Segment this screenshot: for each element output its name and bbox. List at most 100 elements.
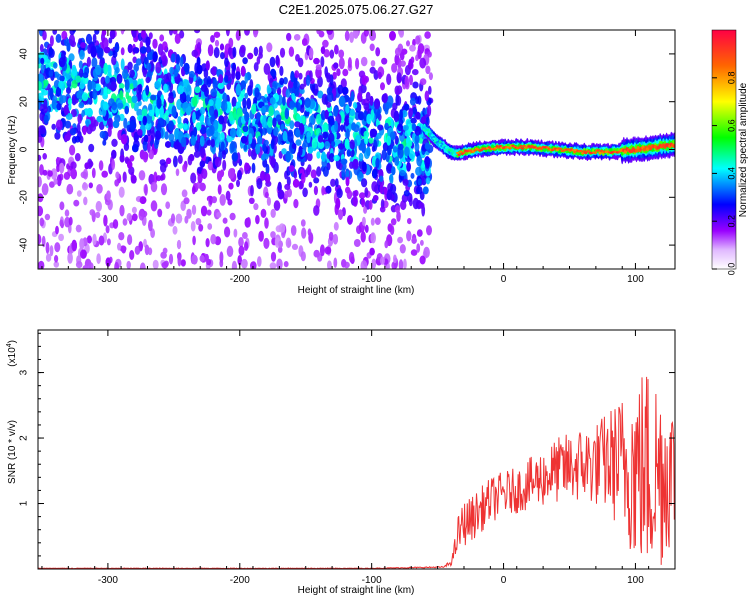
spectrogram-cell (206, 209, 212, 216)
spectrogram-cell (122, 68, 129, 80)
spectrogram-cell (166, 157, 172, 164)
spectrogram-cell (165, 201, 171, 209)
spectrogram-cell (75, 75, 81, 83)
spectrogram-cell (224, 74, 229, 83)
spectrogram-cell (308, 47, 314, 59)
spectrogram-cell (126, 213, 132, 222)
spectrogram-cell (409, 44, 416, 52)
spectrogram-cell (363, 130, 370, 139)
spectrogram-cell (352, 102, 358, 109)
spectrogram-cell (292, 178, 300, 188)
spectrogram-cell (148, 219, 153, 232)
spectrogram-cell (414, 134, 420, 144)
spectrogram-cell (196, 56, 201, 66)
spectrogram-cell (124, 105, 129, 115)
spectrogram-cell (293, 198, 299, 209)
spectrogram-cell (49, 245, 54, 257)
x-tick-label: -300 (98, 575, 118, 586)
spectrogram-cell (345, 128, 350, 139)
spectrogram-cell (49, 181, 55, 188)
spectrogram-cell (386, 135, 392, 146)
spectrogram-cell (159, 105, 164, 118)
spectrogram-cell (208, 99, 214, 107)
spectrogram-cell (322, 166, 329, 177)
spectrogram-cell (79, 238, 85, 251)
spectrogram-cell (224, 226, 231, 238)
spectrogram-cell (386, 189, 393, 201)
spectrogram-cell (404, 146, 410, 157)
spectrogram-cell (207, 44, 214, 57)
spectrogram-cell (262, 143, 267, 152)
spectrogram-cell (102, 139, 107, 146)
spectrogram-cell (197, 78, 203, 86)
spectrogram-cell (387, 144, 392, 156)
spectrogram-cell (301, 227, 307, 239)
spectrogram-cell (251, 104, 257, 115)
spectrogram-cell (409, 74, 413, 86)
spectrogram-cell (408, 58, 413, 69)
spectrogram-cell (397, 58, 402, 69)
spectrogram-cell (217, 184, 222, 195)
spectrogram-cell (320, 56, 325, 68)
spectrogram-cell (116, 73, 123, 84)
spectrogram-cell (316, 151, 321, 159)
spectrogram-cell (416, 186, 423, 195)
spectrogram-cell (191, 49, 199, 58)
spectrogram-cell (224, 57, 229, 68)
spectrogram-cell (181, 189, 188, 198)
spectrogram-cell (270, 251, 277, 262)
x-tick-label: -100 (362, 575, 382, 586)
spectrogram-cell (195, 110, 200, 120)
spectrogram-cell (360, 260, 368, 269)
spectrogram-cell (244, 111, 250, 123)
spectrogram-cell (420, 239, 424, 246)
spectrogram-cell (268, 106, 274, 117)
spectrogram-cell (192, 235, 196, 246)
spectrogram-cell (416, 229, 423, 237)
spectrogram-cell (294, 121, 301, 128)
spectrogram-cell (131, 206, 137, 214)
spectrogram-cell (288, 46, 295, 57)
spectrogram-cell (88, 182, 94, 189)
spectrogram-cell (404, 103, 410, 111)
spectrogram-cell (235, 83, 242, 96)
spectrogram-cell (242, 97, 247, 109)
spectrogram-cell (120, 30, 125, 35)
spectrogram-cell (313, 205, 320, 216)
spectrogram-cell (210, 138, 215, 148)
spectrogram-cell (74, 135, 81, 143)
spectrogram-cell (401, 109, 408, 118)
spectrogram-cell (117, 242, 122, 251)
spectrogram-cell (221, 100, 228, 112)
spectrogram-cell (402, 124, 409, 131)
spectrogram-cell (332, 71, 337, 80)
spectrogram-cell (425, 65, 431, 75)
spectrogram-cell (98, 160, 104, 171)
spectrogram-cell (173, 155, 178, 168)
spectrogram-cell (207, 223, 213, 230)
spectrogram-cell (195, 122, 202, 131)
spectrogram-cell (228, 182, 234, 190)
spectrogram-cell (317, 76, 323, 88)
spectrogram-cell (330, 140, 336, 148)
spectrogram-cell (142, 151, 149, 163)
spectrogram-cell (48, 47, 53, 56)
x-tick-label: 0 (501, 274, 507, 285)
spectrogram-cell (51, 123, 56, 130)
spectrogram-cell (155, 175, 162, 182)
spectrogram-cell (190, 172, 197, 184)
spectrogram-cell (327, 260, 332, 269)
spectrogram-cell (338, 57, 345, 70)
spectrogram-cell (373, 98, 381, 110)
y-tick-label: 40 (19, 48, 30, 60)
spectrogram-cell (263, 63, 271, 75)
spectrogram-cell (76, 91, 81, 99)
y-tick-label: 2 (19, 435, 30, 441)
spectrogram-cell (353, 239, 361, 247)
spectrogram-cell (244, 92, 249, 99)
spectrogram-cell (323, 122, 329, 133)
spectrogram-cell (377, 124, 384, 131)
spectrogram-cell (248, 197, 255, 204)
spectrogram-cell (198, 224, 204, 232)
spectrogram-cell (90, 45, 97, 58)
